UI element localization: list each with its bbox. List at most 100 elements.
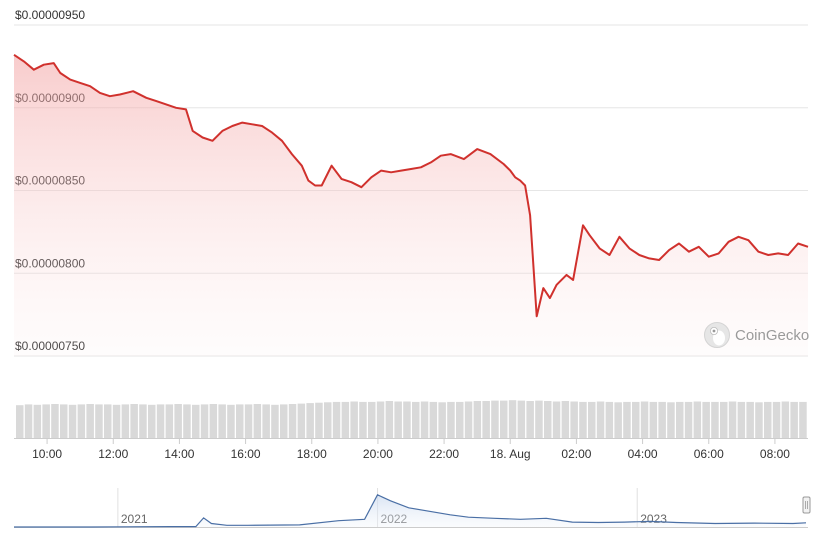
y-tick-label: $0.00000950 (15, 8, 85, 22)
navigator[interactable]: 202120222023 (14, 488, 811, 528)
volume-bar (412, 401, 420, 438)
volume-bar (139, 404, 147, 438)
volume-bar (544, 401, 552, 438)
volume-bar (24, 404, 33, 438)
volume-bar (306, 403, 314, 438)
volume-bar (649, 401, 658, 438)
volume-bar (315, 402, 323, 438)
x-tick-label: 04:00 (628, 447, 658, 461)
volume-bar (183, 404, 191, 438)
volume-bar (702, 401, 710, 438)
x-axis: 10:00 12:00 14:00 16:00 18:00 20:00 22:00 18. A… (14, 438, 808, 461)
volume-bar (95, 404, 103, 438)
volume-bar (16, 405, 24, 438)
volume-bar (192, 404, 200, 438)
volume-bar (42, 404, 50, 438)
volume-bar (535, 400, 543, 438)
x-tick-label: 06:00 (694, 447, 724, 461)
volume-bar (614, 402, 622, 438)
x-tick-label: 14:00 (164, 447, 194, 461)
volume-bar (262, 404, 270, 438)
volume-bar (755, 402, 763, 438)
volume-bar (632, 401, 640, 438)
price-area (14, 54, 808, 357)
volume-bar (447, 401, 455, 438)
volume-bar (561, 401, 570, 438)
x-tick-label: 22:00 (429, 447, 459, 461)
volume-bar (482, 401, 490, 438)
volume-bar (473, 401, 482, 438)
navigator-line (14, 494, 807, 528)
price-area-fill (14, 54, 808, 357)
volume-bar (640, 401, 649, 438)
volume-bar (623, 401, 631, 438)
volume-bar (799, 401, 807, 438)
price-series[interactable] (13, 53, 809, 318)
volume-bar (500, 400, 508, 438)
volume-bar (429, 401, 438, 438)
volume-bar (728, 401, 737, 438)
volume-bar (456, 401, 464, 438)
price-line[interactable] (13, 53, 809, 318)
volume-bar (288, 404, 297, 438)
watermark-text: CoinGecko (735, 327, 809, 344)
volume-bar (271, 404, 279, 438)
volume-bar (720, 401, 728, 438)
volume-bar (491, 400, 499, 438)
volume-bar (676, 401, 684, 438)
volume-bar (218, 404, 226, 438)
volume-bar (200, 404, 209, 438)
navigator-area (14, 494, 806, 527)
x-tick-label: 08:00 (760, 447, 790, 461)
volume-bar (684, 401, 693, 438)
volume-bar (658, 401, 666, 438)
volume-bar (86, 404, 94, 438)
coingecko-watermark: CoinGecko (704, 322, 809, 348)
navigator-tick-label: 2021 (121, 512, 148, 526)
volume-bar (77, 404, 86, 438)
x-tick-label: 12:00 (98, 447, 128, 461)
volume-bar (517, 400, 526, 438)
volume-bar (332, 401, 341, 438)
volume-bar (420, 401, 429, 438)
volume-bar (552, 401, 561, 438)
volume-bar (324, 402, 332, 438)
volume-bar (244, 404, 253, 438)
volume-bar (253, 404, 262, 438)
navigator-handle[interactable] (802, 496, 811, 514)
volume-bar (209, 404, 218, 438)
volume-bar (121, 404, 130, 438)
volume-bar (772, 401, 781, 438)
volume-bars (16, 400, 807, 438)
volume-bar (385, 401, 394, 438)
volume-bar (508, 400, 517, 438)
volume-bar (667, 402, 675, 438)
volume-bar (579, 401, 587, 438)
volume-bar (359, 401, 367, 438)
volume-bar (130, 404, 138, 438)
volume-bar (68, 404, 77, 438)
volume-bar (605, 401, 614, 438)
volume-bar (280, 404, 288, 438)
volume-bar (341, 401, 350, 438)
volume-bar (104, 404, 112, 438)
volume-bar (350, 401, 358, 438)
volume-bar (464, 401, 473, 438)
volume-bar (693, 401, 702, 438)
volume-bar (148, 404, 156, 438)
volume-bar (711, 401, 719, 438)
volume-bar (368, 401, 376, 438)
volume-bar (781, 401, 790, 438)
volume-bar (112, 404, 121, 438)
x-tick-label: 10:00 (32, 447, 62, 461)
x-tick-label: 20:00 (363, 447, 393, 461)
x-tick-label: 18:00 (297, 447, 327, 461)
volume-bar (438, 402, 446, 438)
volume-bar (403, 401, 411, 438)
volume-bar (174, 404, 182, 438)
volume-bar (33, 404, 42, 438)
volume-bar (227, 404, 235, 438)
volume-bar (790, 401, 798, 438)
gecko-logo-icon (704, 322, 730, 348)
